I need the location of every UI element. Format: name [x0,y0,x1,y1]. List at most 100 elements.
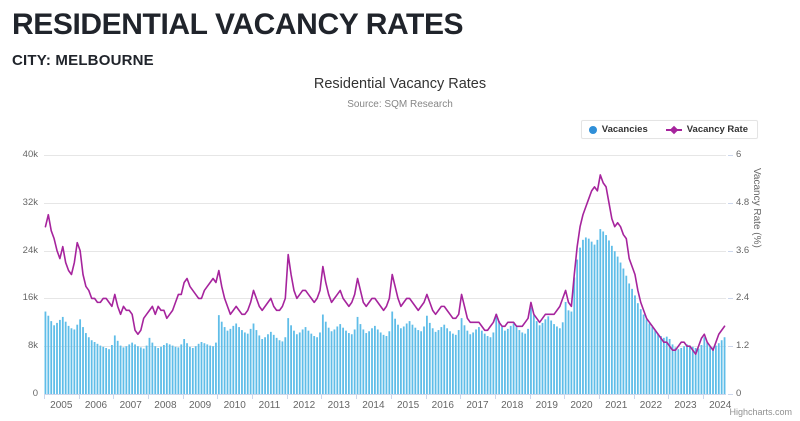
vacancies-column[interactable] [388,331,391,394]
vacancies-column[interactable] [512,323,515,395]
vacancies-column[interactable] [677,349,680,394]
vacancies-column[interactable] [246,333,249,394]
vacancies-column[interactable] [347,333,350,394]
vacancies-column[interactable] [535,321,538,394]
vacancies-column[interactable] [475,329,477,394]
vacancies-column[interactable] [171,345,174,394]
vacancies-column[interactable] [498,321,501,394]
vacancies-column[interactable] [665,336,668,394]
vacancies-column[interactable] [206,344,209,394]
vacancies-column[interactable] [405,323,408,395]
vacancies-column[interactable] [449,331,451,394]
vacancies-column[interactable] [241,330,243,394]
vacancies-column[interactable] [327,327,330,394]
vacancies-column[interactable] [700,345,703,394]
vacancies-column[interactable] [506,328,509,394]
vacancies-column[interactable] [460,318,463,394]
vacancies-column[interactable] [174,346,177,394]
vacancies-column[interactable] [428,322,431,394]
vacancies-column[interactable] [394,318,397,394]
vacancies-column[interactable] [142,348,145,394]
vacancies-column[interactable] [87,337,90,394]
vacancies-column[interactable] [469,334,472,394]
vacancies-column[interactable] [486,336,489,394]
vacancies-column[interactable] [362,329,365,394]
vacancies-column[interactable] [212,346,214,394]
vacancies-column[interactable] [116,340,119,394]
vacancies-column[interactable] [625,275,628,394]
vacancies-column[interactable] [356,316,359,394]
vacancies-column[interactable] [96,343,99,394]
vacancies-column[interactable] [414,327,417,394]
vacancies-column[interactable] [220,321,223,394]
vacancies-column[interactable] [573,277,576,394]
vacancies-column[interactable] [93,342,96,394]
vacancies-column[interactable] [515,327,518,394]
vacancies-column[interactable] [376,329,379,394]
vacancies-column[interactable] [495,313,498,394]
legend-item-vacancy-rate[interactable]: Vacancy Rate [665,124,748,135]
vacancies-column[interactable] [501,327,503,394]
vacancies-column[interactable] [397,324,399,394]
vacancies-column[interactable] [709,346,711,394]
vacancies-column[interactable] [402,326,405,394]
vacancies-column[interactable] [269,331,272,394]
vacancies-column[interactable] [521,332,524,394]
vacancies-column[interactable] [622,268,625,394]
vacancies-column[interactable] [145,345,148,394]
vacancies-column[interactable] [163,345,165,394]
vacancies-column[interactable] [605,235,607,394]
vacancies-column[interactable] [660,336,662,394]
vacancies-column[interactable] [180,344,183,394]
vacancies-column[interactable] [654,330,657,394]
vacancies-column[interactable] [619,262,622,394]
vacancies-column[interactable] [165,343,168,394]
vacancies-column[interactable] [411,324,414,394]
vacancies-column[interactable] [330,331,333,394]
vacancies-column[interactable] [70,328,73,394]
vacancies-column[interactable] [113,335,116,394]
vacancies-column[interactable] [561,322,564,394]
vacancies-column[interactable] [307,330,310,394]
vacancies-column[interactable] [443,324,446,394]
vacancies-column[interactable] [90,340,93,394]
vacancies-column[interactable] [662,337,665,394]
vacancies-column[interactable] [596,239,599,394]
vacancies-column[interactable] [636,303,639,394]
vacancies-column[interactable] [238,327,240,394]
vacancies-column[interactable] [582,239,584,394]
vacancies-column[interactable] [295,334,298,394]
vacancies-column[interactable] [281,341,284,394]
vacancies-column[interactable] [541,322,544,394]
vacancies-column[interactable] [608,240,610,394]
vacancies-column[interactable] [293,330,295,394]
vacancies-column[interactable] [229,328,232,394]
vacancies-column[interactable] [550,320,553,394]
vacancies-column[interactable] [610,245,613,394]
vacancies-column[interactable] [371,328,373,394]
vacancies-column[interactable] [717,343,720,394]
vacancies-column[interactable] [697,348,700,394]
vacancies-column[interactable] [183,339,186,394]
vacancies-column[interactable] [235,323,238,395]
vacancies-column[interactable] [255,330,258,394]
vacancies-column[interactable] [134,344,136,394]
vacancies-column[interactable] [674,347,677,394]
vacancies-column[interactable] [61,316,64,394]
vacancies-column[interactable] [157,347,160,394]
vacancies-column[interactable] [56,322,58,394]
vacancies-column[interactable] [593,244,596,395]
vacancies-column[interactable] [365,333,368,394]
vacancies-column[interactable] [108,349,110,394]
vacancies-column[interactable] [189,346,191,394]
vacancies-column[interactable] [298,332,301,394]
vacancies-column[interactable] [76,324,79,394]
vacancies-column[interactable] [215,342,217,394]
vacancies-column[interactable] [359,324,362,394]
vacancies-column[interactable] [457,330,460,394]
vacancies-column[interactable] [509,325,512,394]
vacancies-column[interactable] [688,345,691,394]
vacancies-column[interactable] [353,329,356,394]
vacancies-column[interactable] [426,315,428,394]
vacancies-column[interactable] [631,288,633,394]
